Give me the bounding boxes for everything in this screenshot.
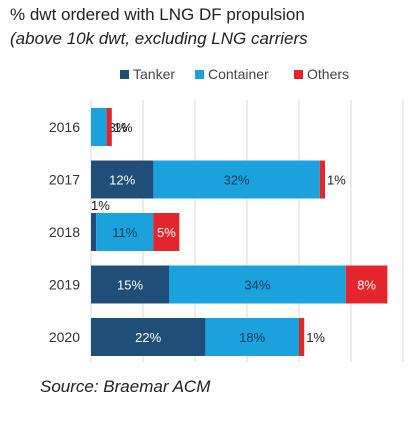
- data-label: 1%: [306, 330, 325, 345]
- bar-segment: [153, 160, 320, 199]
- data-label: 34%: [244, 278, 270, 293]
- legend-swatch: [195, 70, 204, 79]
- bar-segment: [106, 108, 112, 146]
- data-label: 1%: [327, 173, 346, 188]
- category-label: 2018: [49, 224, 80, 240]
- data-label: 15%: [117, 278, 143, 293]
- bar-segment: [169, 265, 346, 304]
- legend: Tanker Container Others: [120, 66, 349, 82]
- legend-label: Tanker: [133, 66, 175, 82]
- bar-segment: [91, 160, 154, 199]
- data-label: 18%: [239, 330, 265, 345]
- chart-subtitle: (above 10k dwt, excluding LNG carriers: [10, 29, 308, 48]
- legend-swatch: [120, 70, 129, 79]
- bar-segment: [299, 318, 305, 356]
- category-label: 2020: [49, 329, 80, 345]
- bar-segment: [319, 160, 325, 199]
- data-label: 8%: [357, 278, 376, 293]
- data-label: 1%: [114, 120, 133, 135]
- source-note: Source: Braemar ACM: [40, 377, 211, 396]
- data-label: 1%: [91, 198, 110, 213]
- data-label: 32%: [224, 173, 250, 188]
- data-label: 3%: [109, 120, 128, 135]
- data-label: 22%: [135, 330, 161, 345]
- bar-segment: [96, 213, 154, 251]
- bar-segment: [345, 265, 388, 304]
- y-axis-labels: 2016 2017 2018 2019 2020: [49, 119, 80, 345]
- category-label: 2016: [49, 119, 80, 135]
- bar-segment: [91, 318, 206, 356]
- data-label: 12%: [109, 173, 135, 188]
- data-label: 11%: [112, 225, 137, 240]
- legend-label: Others: [307, 66, 349, 82]
- bar-segment: [91, 265, 169, 304]
- legend-swatch: [294, 70, 303, 79]
- data-label: 5%: [157, 225, 176, 240]
- bar-segment: [91, 213, 97, 251]
- category-label: 2019: [49, 277, 80, 293]
- bar-segment: [91, 108, 107, 146]
- bars: 3%1%12% 32% 1%1%11% 5%15% 34% 8%22% 18% 1%: [91, 108, 388, 356]
- chart-title: % dwt ordered with LNG DF propulsion: [10, 5, 305, 24]
- bar-segment: [205, 318, 299, 356]
- category-label: 2017: [49, 172, 80, 188]
- bar-segment: [153, 213, 180, 251]
- legend-label: Container: [208, 66, 269, 82]
